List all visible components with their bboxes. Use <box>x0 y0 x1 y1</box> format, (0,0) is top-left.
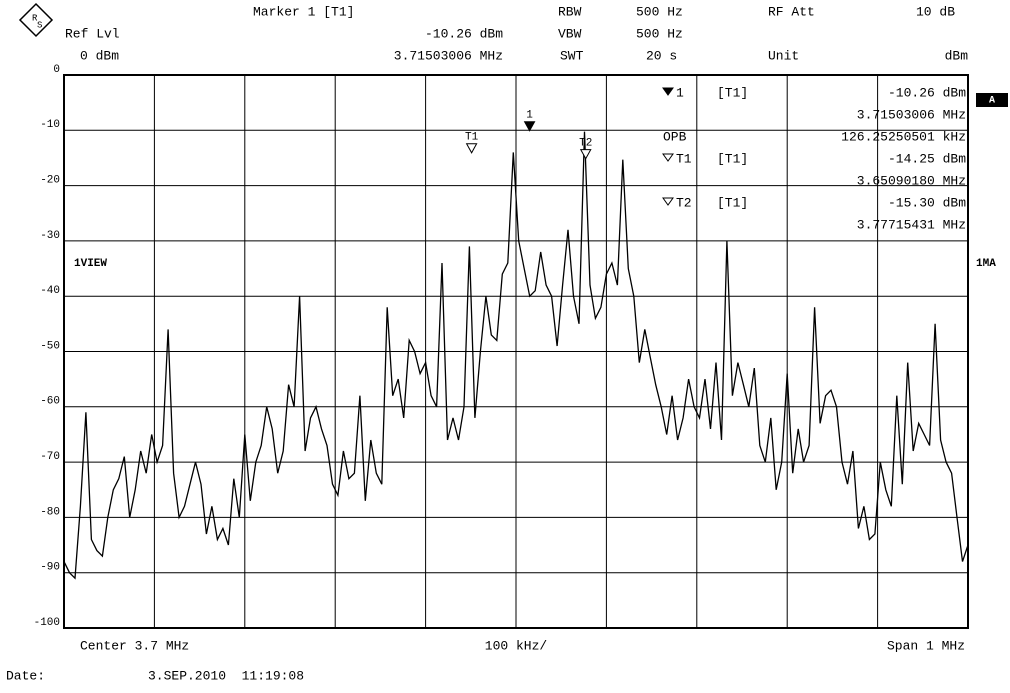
swt: 20 s <box>646 48 677 63</box>
y-tick-label: -70 <box>40 451 60 463</box>
table-marker-icon <box>662 197 674 206</box>
table-marker-freq: 3.77715431 MHz <box>857 217 966 232</box>
rf-att-label: RF Att <box>768 4 815 19</box>
swt-label: SWT <box>560 48 584 63</box>
vbw: 500 Hz <box>636 26 683 41</box>
table-marker-trace: [T1] <box>717 195 748 210</box>
table-marker-icon <box>662 153 674 162</box>
date: 3.SEP.2010 11:19:08 <box>148 668 304 683</box>
marker <box>579 149 592 160</box>
rbw-label: RBW <box>558 4 582 19</box>
date-label: Date: <box>6 668 45 683</box>
span-label: Span 1 MHz <box>887 638 965 653</box>
rbw: 500 Hz <box>636 4 683 19</box>
marker <box>523 121 536 132</box>
marker-level: -10.26 dBm <box>425 26 503 41</box>
y-tick-label: -60 <box>40 396 60 408</box>
table-marker-freq: 3.71503006 MHz <box>857 107 966 122</box>
y-tick-label: -10 <box>40 119 60 131</box>
logo: RS <box>18 2 54 38</box>
marker <box>465 143 478 154</box>
y-tick-label: 0 <box>53 64 60 76</box>
table-marker-freq: 3.65090180 MHz <box>857 173 966 188</box>
marker-symbol: T1 <box>465 132 479 144</box>
marker-title: Marker 1 [T1] <box>253 4 354 19</box>
unit: dBm <box>945 48 969 63</box>
table-marker-symbol: T2 <box>676 195 692 210</box>
marker-freq: 3.71503006 MHz <box>394 48 503 63</box>
detector: 1MA <box>976 258 996 270</box>
svg-text:S: S <box>37 20 42 30</box>
table-marker-symbol: 1 <box>676 85 684 100</box>
rf-att: 10 dB <box>916 4 955 19</box>
a-badge <box>976 93 1008 107</box>
table-marker-trace: [T1] <box>717 85 748 100</box>
a-label: A <box>989 96 995 107</box>
table-marker-level: -10.26 dBm <box>888 85 966 100</box>
vbw-label: VBW <box>558 26 582 41</box>
ref-lvl: 0 dBm <box>80 48 119 63</box>
marker-symbol: 1 <box>526 110 533 122</box>
y-tick-label: -90 <box>40 562 60 574</box>
table-marker-symbol: T1 <box>676 151 692 166</box>
table-marker-level: -14.25 dBm <box>888 151 966 166</box>
ref-lvl-label: Ref Lvl <box>65 26 120 41</box>
unit-label: Unit <box>768 48 799 63</box>
y-tick-label: -100 <box>34 617 60 629</box>
opb-label: OPB <box>663 129 687 144</box>
y-tick-label: -80 <box>40 506 60 518</box>
table-marker-trace: [T1] <box>717 151 748 166</box>
table-marker-icon <box>662 87 674 96</box>
marker-symbol: T2 <box>579 138 592 150</box>
y-tick-label: -40 <box>40 285 60 297</box>
trace <box>63 131 969 580</box>
y-tick-label: -50 <box>40 340 60 352</box>
y-tick-label: -30 <box>40 230 60 242</box>
svg-text:R: R <box>32 13 38 23</box>
div-label: 100 kHz/ <box>485 638 548 653</box>
table-marker-level: -15.30 dBm <box>888 195 966 210</box>
center-label: Center 3.7 MHz <box>80 638 189 653</box>
y-tick-label: -20 <box>40 175 60 187</box>
opb: 126.25250501 kHz <box>841 129 966 144</box>
trace-mode: 1VIEW <box>74 258 107 270</box>
